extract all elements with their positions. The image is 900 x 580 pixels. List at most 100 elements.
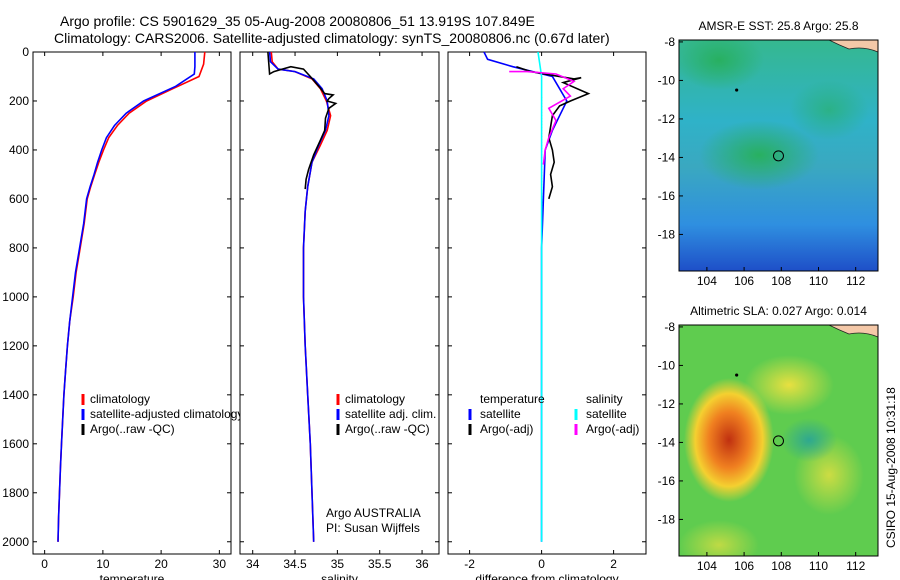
temperature-xtick-label: 20 [154,557,168,571]
salinity-annotation: Argo AUSTRALIA [326,506,421,520]
temperature-ytick-label: 800 [9,241,29,255]
salinity-xtick-label: 35.5 [368,557,392,571]
sst-map-ytick-label: -8 [664,35,675,49]
sst-blob [789,80,869,140]
difference-legend-label: Argo(-adj) [480,422,533,436]
temperature-ytick-label: 1600 [2,437,29,451]
sla-map-argo-marker [772,435,784,447]
difference-legend-label: salinity [586,392,623,406]
temperature-ytick-label: 0 [22,45,29,59]
temperature-xtick-label: 10 [96,557,110,571]
salinity-series-line [268,51,330,542]
difference-xtick-label: 0 [538,557,545,571]
sla-map-panel: 104 106 108 110 112 -8 -10 -12 -14 -16 -18 Altimetr… [658,304,879,573]
sla-map-xtick-label: 112 [846,559,865,573]
sla-map-coastline [828,325,878,338]
difference-series-line [509,70,576,165]
temperature-ytick-label: 1000 [2,290,29,304]
difference-legend-label: satellite [480,407,521,421]
salinity-xtick-label: 35 [331,557,345,571]
side-timestamp-label: CSIRO 15-Aug-2008 10:31:18 [884,387,898,548]
difference-legend-label: Argo(-adj) [586,422,639,436]
sla-map-ytick-label: -18 [658,512,676,526]
sst-blob [699,120,819,190]
salinity-legend-label: satellite adj. clim. [345,407,436,421]
sst-map-ytick-label: -16 [658,189,676,203]
difference-xtick-label: -2 [464,557,475,571]
temperature-ytick-label: 1800 [2,486,29,500]
sst-map-xtick-label: 108 [771,274,791,288]
temperature-ytick-label: 600 [9,192,29,206]
sst-blob [679,40,764,90]
temperature-xtick-label: 0 [41,557,48,571]
sst-map-field [679,40,878,271]
sla-blob [744,355,834,415]
sla-map-ytick-label: -16 [658,474,676,488]
temperature-axes-box [32,51,232,555]
salinity-series-line [267,51,338,190]
temperature-ytick-label: 200 [9,94,29,108]
difference-series-line [537,51,543,542]
sst-map-xtick-label: 104 [697,274,717,288]
sst-map-frame [678,39,879,272]
temperature-ytick-label: 400 [9,143,29,157]
salinity-panel: 34 34.5 35 35.5 36 salinity climatologysatelli… [239,51,440,580]
sst-map-xtick-label: 110 [809,274,828,288]
sst-map-argo-marker [772,150,784,162]
sla-blob [781,418,837,462]
sla-map-ytick-label: -12 [658,397,676,411]
sla-map-frame [678,324,879,557]
difference-legend-label: temperature [480,392,545,406]
temperature-legend-label: climatology [90,392,150,406]
figure-title-line2: Climatology: CARS2006. Satellite-adjuste… [54,30,610,46]
temperature-legend-label: Argo(..raw -QC) [90,422,175,436]
sla-map-xtick-label: 110 [809,559,828,573]
difference-axes-box [447,51,647,555]
sla-map-island-marker [735,373,739,377]
temperature-xtick-label: 30 [213,557,227,571]
salinity-legend-label: Argo(..raw -QC) [345,422,430,436]
sla-map-ytick-label: -10 [658,358,676,372]
sst-map-ytick-label: -18 [658,227,676,241]
sla-blob [684,378,774,502]
sla-map-ytick-label: -8 [664,320,675,334]
sst-map-island-marker [735,88,739,92]
sst-map-panel: 104 106 108 110 112 -8 -10 -12 -14 -16 -18 AMSR-E S… [658,19,879,288]
salinity-xlabel: salinity [321,572,358,580]
sst-map-ytick-label: -14 [658,150,676,164]
salinity-annotation: PI: Susan Wijffels [326,521,420,535]
temperature-legend-label: satellite-adjusted climatology [90,407,243,421]
temperature-xlabel: temperature [100,572,165,580]
temperature-ytick-label: 1200 [2,339,29,353]
sst-map-coastline [828,40,878,53]
sla-map-xtick-label: 106 [734,559,754,573]
sst-map-xtick-label: 112 [846,274,865,288]
sla-map-title: Altimetric SLA: 0.027 Argo: 0.014 [690,304,867,318]
difference-xtick-label: 2 [610,557,617,571]
sst-map-ytick-label: -10 [658,73,676,87]
sla-map-field [679,325,878,556]
salinity-xtick-label: 34.5 [283,557,307,571]
difference-legend: temperaturesatelliteArgo(-adj)salinitysa… [468,392,639,436]
sst-map-title: AMSR-E SST: 25.8 Argo: 25.8 [698,19,858,33]
salinity-axes-box [239,51,440,555]
sla-map-xtick-label: 104 [697,559,717,573]
temperature-ytick-label: 2000 [2,535,29,549]
sst-map-xtick-label: 106 [734,274,754,288]
difference-legend-label: satellite [586,407,627,421]
temperature-ytick-label: 1400 [2,388,29,402]
difference-xlabel: difference from climatology [475,572,618,580]
sla-map-ytick-label: -14 [658,435,676,449]
temperature-series-line [57,52,196,542]
figure-title-line1: Argo profile: CS 5901629_35 05-Aug-2008 … [60,13,535,29]
sla-blob [679,520,759,556]
salinity-xtick-label: 36 [415,557,429,571]
sst-map-ytick-label: -12 [658,112,676,126]
temperature-panel: 0 10 20 30 0 200 400 600 800 1000 1200 1400 1600 1800… [2,45,243,580]
sla-map-xtick-label: 108 [771,559,791,573]
salinity-xtick-label: 34 [246,557,260,571]
